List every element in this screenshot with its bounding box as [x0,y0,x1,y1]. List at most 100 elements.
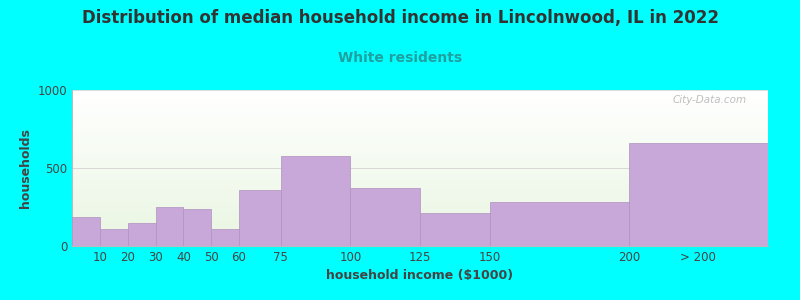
Bar [72,229,768,230]
Bar [72,179,768,181]
Bar [72,171,768,173]
Bar [72,159,768,160]
Bar [72,148,768,149]
Bar [72,237,768,238]
Y-axis label: households: households [19,128,32,208]
Bar [281,155,350,246]
Bar [72,96,768,98]
Bar [72,140,768,142]
Text: Distribution of median household income in Lincolnwood, IL in 2022: Distribution of median household income … [82,9,718,27]
Bar [239,190,281,246]
Bar [72,188,768,190]
Bar [72,163,768,165]
Bar [72,168,768,170]
Bar [72,204,768,206]
Bar [72,206,768,207]
Bar [128,224,155,246]
Bar [72,235,768,237]
Bar [72,227,768,229]
Bar [72,99,768,101]
Bar [72,118,768,120]
Bar [72,90,768,92]
Bar [72,208,768,210]
Bar [72,176,768,177]
Bar [72,223,768,224]
Bar [72,126,768,128]
Bar [72,220,768,221]
Bar [72,104,768,106]
Bar [72,138,768,140]
Bar [155,207,183,246]
Bar [72,109,768,110]
Bar [72,187,768,188]
Bar [72,174,768,176]
Bar [72,146,768,148]
Bar [72,196,768,198]
Bar [72,212,768,213]
Bar [72,103,768,104]
Bar [72,232,768,233]
Bar [490,202,629,246]
Bar [72,123,768,124]
Bar [72,243,768,244]
Bar [72,240,768,241]
Bar [72,110,768,112]
Bar [72,198,768,199]
Bar [72,165,768,166]
Bar [72,113,768,115]
Bar [100,229,128,246]
Bar [72,116,768,118]
Bar [72,241,768,243]
Bar [72,151,768,152]
Bar [72,137,768,138]
Bar [72,129,768,130]
Bar [72,221,768,223]
Bar [72,142,768,143]
Bar [72,230,768,232]
Bar [72,106,768,107]
Bar [72,132,768,134]
Bar [72,121,768,123]
Bar [420,213,490,246]
Bar [72,213,768,215]
Bar [72,160,768,162]
Bar [72,124,768,126]
Bar [72,169,768,171]
Text: City-Data.com: City-Data.com [673,95,747,105]
Bar [72,167,768,168]
Bar [72,115,768,116]
Bar [72,107,768,109]
Bar [72,157,768,159]
Bar [72,199,768,201]
Bar [72,190,768,191]
Bar [72,210,768,212]
Bar [72,130,768,132]
Bar [72,202,768,204]
Bar [72,182,768,184]
Bar [72,149,768,151]
Bar [72,184,768,185]
Bar [72,128,768,129]
Bar [72,191,768,193]
Bar [72,217,100,246]
Bar [72,194,768,196]
Bar [72,201,768,202]
Bar [72,152,768,154]
Bar [72,181,768,182]
Bar [72,193,768,194]
Bar [72,93,768,95]
Bar [72,120,768,121]
Bar [72,224,768,226]
Bar [72,215,768,216]
Bar [72,143,768,145]
Bar [72,101,768,103]
Bar [72,98,768,99]
Bar [72,95,768,96]
Bar [72,207,768,208]
Bar [72,218,768,220]
Bar [72,177,768,179]
Bar [72,244,768,246]
Bar [72,112,768,113]
Text: White residents: White residents [338,51,462,65]
Bar [72,162,768,163]
